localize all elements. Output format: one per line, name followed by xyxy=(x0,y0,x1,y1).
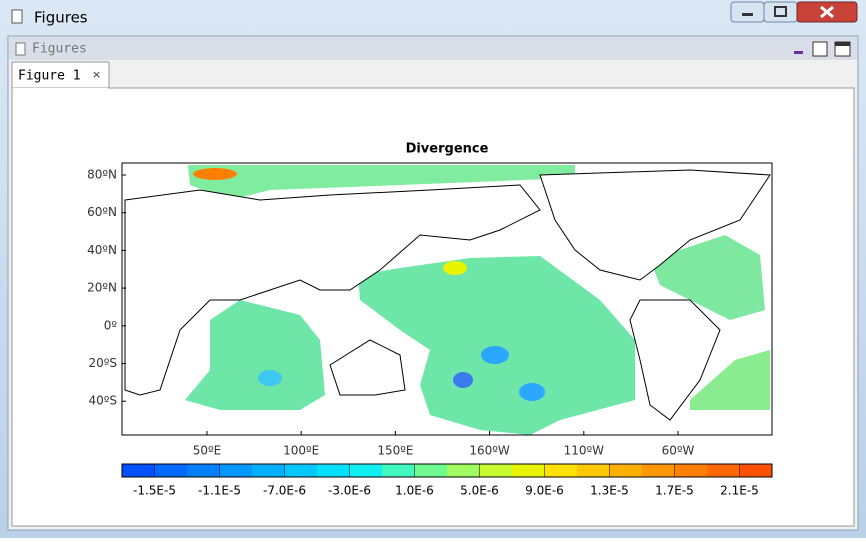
colorbar-cell xyxy=(382,464,415,477)
panel-maximize-bar xyxy=(835,42,850,46)
australia xyxy=(329,339,406,396)
colorbar-cell xyxy=(252,464,285,477)
x-tick-label: 60ºW xyxy=(662,444,695,458)
south-america xyxy=(629,299,721,421)
pacific-field xyxy=(358,256,635,435)
colorbar-cell xyxy=(414,464,448,477)
colorbar-cell xyxy=(317,464,350,477)
map xyxy=(121,162,773,436)
x-tick-label: 160ºW xyxy=(469,444,510,458)
plot-frame xyxy=(121,162,773,436)
colorbar-cell xyxy=(349,464,383,477)
colorbar-label: -1.5E-5 xyxy=(133,484,176,498)
y-tick-label: 20ºS xyxy=(88,356,117,370)
window-icon xyxy=(11,9,23,24)
colorbar-label: 1.7E-5 xyxy=(655,484,694,498)
tab-join xyxy=(13,88,108,90)
y-tick-label: 40ºN xyxy=(87,243,117,257)
atlantic-field xyxy=(650,235,765,320)
panel-title: Figures xyxy=(32,42,87,57)
colorbar-cell xyxy=(577,464,610,477)
colorbar-label: -7.0E-6 xyxy=(263,484,306,498)
colorbar-cell xyxy=(447,464,480,477)
x-tick-label: 150ºE xyxy=(377,444,413,458)
colorbar-label: 1.3E-5 xyxy=(590,484,629,498)
y-tick-label: 80ºN xyxy=(87,168,117,182)
colorbar-label: -3.0E-6 xyxy=(328,484,371,498)
x-tick-label: 110ºW xyxy=(564,444,605,458)
colorbar-cell xyxy=(674,464,708,477)
colorbar-frame xyxy=(121,463,773,478)
field-blob xyxy=(443,261,467,275)
colorbar-cell xyxy=(479,464,513,477)
arctic-field xyxy=(188,165,575,200)
panel-minimize[interactable] xyxy=(794,51,803,54)
y-tick-label: 40ºS xyxy=(88,394,117,408)
panel-icon xyxy=(15,42,26,56)
colorbar-label: -1.1E-5 xyxy=(198,484,241,498)
eurasia-africa xyxy=(124,184,541,396)
y-tick-label: 60ºN xyxy=(87,205,117,219)
maximize-button[interactable] xyxy=(763,1,798,23)
field-blob xyxy=(258,370,282,386)
north-america xyxy=(539,169,771,281)
field-blob xyxy=(519,383,545,401)
tab-label: Figure 1 xyxy=(18,69,81,84)
colorbar-cell xyxy=(154,464,188,477)
panel-undock[interactable] xyxy=(812,41,828,57)
colorbar-cell xyxy=(219,464,253,477)
colorbar-label: 1.0E-6 xyxy=(395,484,434,498)
colorbar-cell xyxy=(609,464,643,477)
field-blob xyxy=(481,346,509,364)
figure-title: Divergence xyxy=(406,142,489,157)
colorbar-cell xyxy=(544,464,578,477)
colorbar-cell xyxy=(187,464,220,477)
panel-header xyxy=(9,37,857,60)
colorbar-cell xyxy=(284,464,318,477)
south-atlantic-field xyxy=(690,350,770,410)
tab[interactable] xyxy=(11,61,110,90)
close-icon xyxy=(820,5,834,19)
field-blob xyxy=(453,372,473,388)
colorbar-label: 9.0E-6 xyxy=(525,484,564,498)
colorbar-cell xyxy=(512,464,545,477)
window-title: Figures xyxy=(34,9,88,27)
field-blob xyxy=(193,168,237,180)
colorbar-cell xyxy=(707,464,740,477)
x-tick-label: 50ºE xyxy=(193,444,222,458)
indian-field xyxy=(185,300,325,410)
colorbar-label: 2.1E-5 xyxy=(720,484,759,498)
tab-close[interactable]: × xyxy=(92,68,101,81)
minimize-button[interactable] xyxy=(730,1,765,23)
colorbar-cell xyxy=(739,464,773,477)
minimize-icon xyxy=(742,13,753,16)
colorbar-cell xyxy=(122,464,155,477)
y-tick-label: 20ºN xyxy=(87,281,117,295)
maximize-icon xyxy=(774,6,787,17)
colorbar-label: 5.0E-6 xyxy=(460,484,499,498)
x-tick-label: 100ºE xyxy=(283,444,319,458)
y-tick-label: 0º xyxy=(104,318,118,332)
colorbar-cell xyxy=(642,464,675,477)
